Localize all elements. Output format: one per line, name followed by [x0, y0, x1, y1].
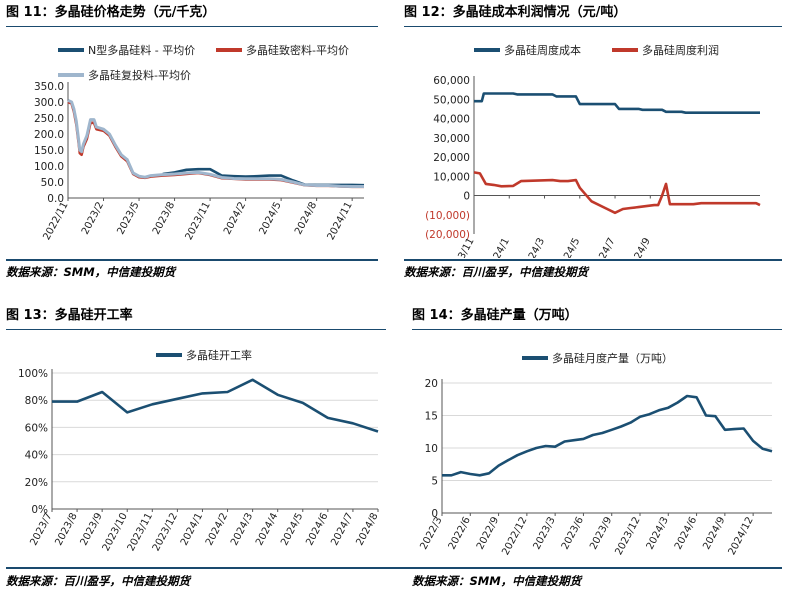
y-tick-label: 0 — [463, 191, 470, 203]
x-tick-label: 2022/9 — [475, 515, 501, 551]
y-tick-label: 200.0 — [34, 129, 64, 141]
series-line — [67, 100, 364, 189]
x-tick-label: 2023/12 — [613, 515, 642, 557]
y-tick-label: 15 — [425, 411, 438, 423]
x-tick-label: 2024/9 — [701, 515, 727, 551]
x-tick-label: 2024/9 — [627, 236, 653, 258]
y-tick-label: 50,000 — [433, 94, 470, 106]
x-tick-label: 2024/1 — [486, 236, 512, 258]
x-tick-label: 2024/7 — [329, 511, 355, 547]
panel-polysilicon-price: 图 11：多晶硅价格走势（元/千克） 0.0 50.0 100.0 150.0 200.… — [6, 2, 378, 286]
series-line — [473, 171, 761, 215]
y-tick-label: 40,000 — [433, 114, 470, 126]
panel-title: 图 14：多晶硅产量（万吨） — [412, 305, 782, 330]
divider — [6, 567, 782, 569]
x-tick-label: 2024/11 — [326, 200, 355, 242]
x-tick-label: 2023/9 — [79, 511, 105, 547]
y-tick-label: 50.0 — [41, 177, 64, 189]
x-tick-label: 2024/3 — [521, 236, 547, 258]
series-line — [52, 378, 379, 433]
x-tick-label: 2023/8 — [151, 200, 177, 236]
legend-label: 多晶硅周度利润 — [642, 43, 719, 57]
x-tick-label: 2022/12 — [500, 515, 529, 557]
y-tick-label: 40% — [25, 450, 48, 462]
x-tick-label: 2024/6 — [673, 515, 699, 551]
x-tick-label: 2024/7 — [591, 236, 617, 258]
y-tick-label: 0 — [431, 508, 438, 520]
x-tick-label: 2023/8 — [53, 511, 79, 547]
x-tick-label: 2023/5 — [115, 200, 141, 236]
x-tick-label: 2024/8 — [293, 200, 319, 236]
series-line — [442, 394, 773, 477]
legend-label: N型多晶硅料 - 平均价 — [88, 43, 195, 57]
x-tick-label: 2022/11 — [41, 200, 70, 242]
x-tick-label: 2024/12 — [727, 515, 756, 557]
panel-title: 图 12：多晶硅成本利润情况（元/吨） — [404, 2, 782, 27]
panel-operating-rate: 图 13：多晶硅开工率 0% 20% 40% 60% 80% 100% 2023/7 2023… — [6, 305, 386, 591]
x-tick-label: 2024/6 — [304, 511, 330, 547]
source-note: 数据来源：SMM，中信建投期货 — [6, 265, 176, 279]
y-tick-label: 350.0 — [34, 81, 64, 93]
chart-price-trend: 0.0 50.0 100.0 150.0 200.0 250.0 300.0 350.0 202… — [34, 43, 365, 242]
y-tick-label: 80% — [25, 395, 48, 407]
divider — [404, 259, 782, 261]
y-tick-label: 10 — [425, 443, 438, 455]
x-tick-label: 2023/2 — [80, 200, 106, 236]
legend-label: 多晶硅月度产量（万吨） — [552, 351, 673, 365]
y-tick-label: 5 — [431, 476, 438, 488]
legend-label: 多晶硅复投料-平均价 — [88, 68, 191, 82]
y-tick-label: 150.0 — [34, 145, 64, 157]
y-tick-label: 250.0 — [34, 113, 64, 125]
y-tick-label: 0% — [31, 504, 48, 516]
y-tick-label: 60,000 — [433, 75, 470, 87]
x-tick-label: 2024/3 — [229, 511, 255, 547]
divider — [6, 259, 378, 261]
panel-title: 图 11：多晶硅价格走势（元/千克） — [6, 2, 378, 27]
y-tick-label: 60% — [25, 422, 48, 434]
x-tick-label: 2022/3 — [418, 515, 444, 551]
series-line — [474, 92, 760, 114]
legend-label: 多晶硅周度成本 — [504, 43, 581, 57]
x-tick-label: 2023/6 — [560, 515, 586, 551]
x-tick-label: 2024/5 — [258, 200, 284, 236]
y-tick-label: 100.0 — [34, 161, 64, 173]
x-tick-label: 2024/2 — [222, 200, 248, 236]
x-tick-label: 2024/4 — [254, 511, 280, 547]
x-tick-label: 2022/6 — [447, 515, 473, 551]
x-tick-label: 2023/12 — [151, 511, 180, 553]
x-tick-label: 2023/9 — [588, 515, 614, 551]
legend-label: 多晶硅开工率 — [186, 348, 252, 362]
panel-cost-profit: 图 12：多晶硅成本利润情况（元/吨） (20,000) (10,000) 0 10,… — [404, 2, 782, 286]
y-tick-label: 0.0 — [47, 193, 64, 205]
legend-label: 多晶硅致密料-平均价 — [246, 43, 349, 57]
y-tick-label: 20% — [25, 477, 48, 489]
x-tick-label: 2024/5 — [556, 236, 582, 258]
x-tick-label: 2024/1 — [179, 511, 205, 547]
y-tick-label: 20 — [425, 378, 438, 390]
y-tick-label: 300.0 — [34, 97, 64, 109]
y-tick-label: (10,000) — [425, 210, 470, 222]
y-tick-label: 30,000 — [433, 133, 470, 145]
x-tick-label: 2024/3 — [645, 515, 671, 551]
source-note: 数据来源：百川盈孚，中信建投期货 — [404, 265, 588, 279]
source-note: 数据来源：百川盈孚，中信建投期货 — [6, 574, 190, 588]
x-tick-label: 2023/7 — [28, 511, 54, 547]
chart-cost-profit: (20,000) (10,000) 0 10,000 20,000 30,000 40,00… — [425, 43, 761, 278]
x-tick-label: 2024/5 — [279, 511, 305, 547]
x-tick-label: 2023/3 — [532, 515, 558, 551]
x-tick-label: 2023/11 — [184, 200, 213, 242]
x-tick-label: 2024/8 — [354, 511, 380, 547]
panel-monthly-output: 图 14：多晶硅产量（万吨） 0 5 10 15 20 2022/3 2022/6 2022/… — [412, 305, 782, 591]
x-tick-label: 2024/2 — [204, 511, 230, 547]
y-tick-label: 20,000 — [433, 152, 470, 164]
panel-title: 图 13：多晶硅开工率 — [6, 305, 386, 330]
y-tick-label: 10,000 — [433, 171, 470, 183]
y-tick-label: (20,000) — [425, 229, 470, 241]
source-note: 数据来源：SMM，中信建投期货 — [412, 574, 582, 588]
y-tick-label: 100% — [18, 368, 48, 380]
series-line — [67, 99, 364, 188]
